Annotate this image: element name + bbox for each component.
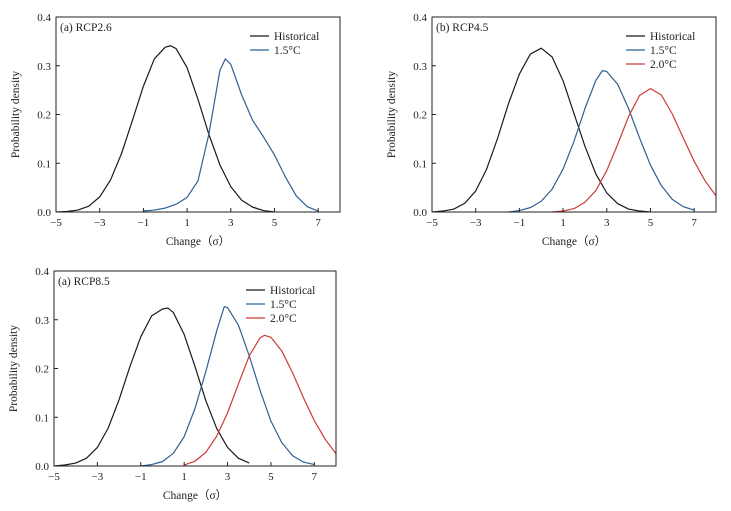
x-tick-label: 5 — [648, 217, 654, 229]
y-tick-label: 0.1 — [37, 158, 51, 170]
series-line-1-5-c — [143, 58, 319, 212]
x-tick-label: −5 — [50, 217, 62, 229]
x-tick-label: −5 — [48, 471, 60, 483]
x-tick-label: 1 — [560, 217, 566, 229]
panel-label: (a) RCP8.5 — [58, 276, 110, 288]
series-line-1-5-c — [508, 70, 695, 212]
chart-panel-3: −5 −3 −1 1 3 5 7 0.0 0.1 0.2 0.3 0.4 Change（σ） Probab… — [8, 266, 337, 502]
x-axis-label: Change（σ） — [166, 235, 230, 248]
y-tick-label: 0.3 — [37, 61, 51, 73]
legend-label-1-5-c: 1.5°C — [270, 299, 297, 311]
x-tick-label: 1 — [181, 471, 187, 483]
y-axis-label: Probability density — [10, 71, 22, 158]
x-tick-label: −3 — [94, 217, 106, 229]
y-tick-label: 0.0 — [413, 207, 427, 219]
y-tick-label: 0.4 — [37, 12, 51, 24]
series-line-2-0-c — [183, 334, 336, 466]
x-tick-label: 3 — [604, 217, 610, 229]
y-axis-label: Probability density — [386, 71, 398, 158]
x-tick-label: 7 — [312, 471, 318, 483]
y-tick-label: 0.4 — [413, 12, 427, 24]
legend-label-historical: Historical — [650, 31, 695, 43]
legend-label-2-0-c: 2.0°C — [650, 59, 677, 71]
y-tick-label: 0.2 — [413, 110, 427, 122]
y-axis-label: Probability density — [8, 325, 20, 412]
x-tick-label: −1 — [135, 471, 147, 483]
x-axis-label: Change（σ） — [542, 235, 606, 248]
legend-label-1-5-c: 1.5°C — [650, 45, 677, 57]
x-tick-label: 5 — [272, 217, 278, 229]
y-tick-label: 0.1 — [35, 412, 49, 424]
panel-label: (b) RCP4.5 — [436, 22, 489, 34]
legend-label-1-5-c: 1.5°C — [274, 45, 301, 57]
x-tick-label: 1 — [184, 217, 190, 229]
series-line-historical — [432, 47, 651, 212]
series-line-2-0-c — [552, 88, 716, 212]
series-line-historical — [56, 45, 275, 212]
chart-panel-1: −5 −3 −1 1 3 5 7 0.0 0.1 0.2 0.3 0.4 Change（σ） Probab… — [10, 12, 341, 248]
legend-label-2-0-c: 2.0°C — [270, 313, 297, 325]
y-tick-label: 0.1 — [413, 158, 427, 170]
x-tick-label: 3 — [225, 471, 231, 483]
legend-label-historical: Historical — [270, 285, 315, 297]
x-tick-label: −5 — [426, 217, 438, 229]
x-axis-label: Change（σ） — [163, 489, 227, 502]
panel-label: (a) RCP2.6 — [60, 22, 112, 34]
y-tick-label: 0.3 — [35, 315, 49, 327]
y-tick-label: 0.2 — [37, 110, 51, 122]
x-tick-label: 5 — [268, 471, 274, 483]
chart-panel-2: −5 −3 −1 1 3 5 7 0.0 0.1 0.2 0.3 0.4 Change（σ） Probab… — [386, 12, 717, 248]
y-tick-label: 0.0 — [35, 461, 49, 473]
x-tick-label: 7 — [691, 217, 697, 229]
y-tick-label: 0.0 — [37, 207, 51, 219]
y-tick-label: 0.2 — [35, 364, 49, 376]
y-tick-label: 0.4 — [35, 266, 49, 278]
x-tick-label: −3 — [92, 471, 104, 483]
y-tick-label: 0.3 — [413, 61, 427, 73]
x-tick-label: −3 — [470, 217, 482, 229]
series-line-1-5-c — [140, 305, 315, 466]
x-tick-label: 7 — [315, 217, 321, 229]
series-line-historical — [54, 307, 250, 466]
x-tick-label: −1 — [138, 217, 150, 229]
legend-label-historical: Historical — [274, 31, 319, 43]
x-tick-label: −1 — [514, 217, 526, 229]
x-tick-label: 3 — [228, 217, 234, 229]
